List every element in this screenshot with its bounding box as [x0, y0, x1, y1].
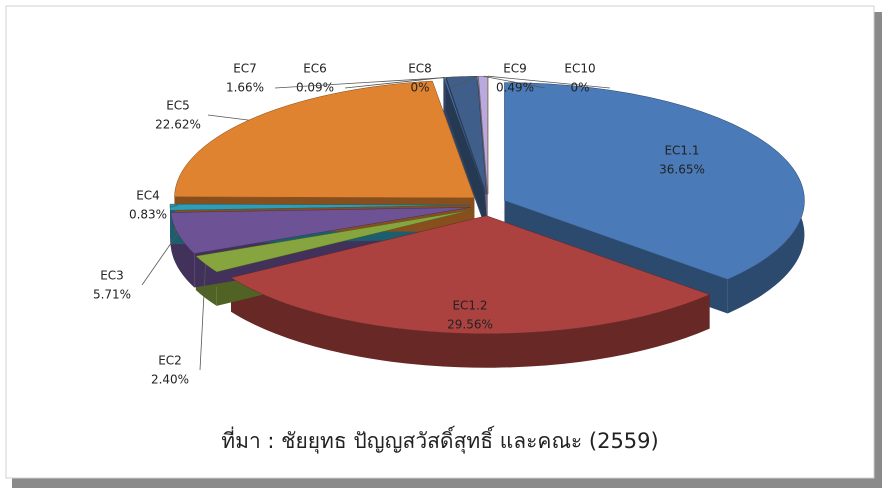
leader-line [207, 114, 249, 121]
leader-line [449, 75, 479, 89]
slice-wall [446, 76, 487, 229]
slice-value: 2.40% [151, 373, 189, 387]
slice-value: 29.56% [447, 318, 493, 332]
slice-label: EC4 [136, 189, 160, 203]
slice [504, 82, 805, 280]
slice-value: 0.09% [296, 81, 334, 95]
slice-label: EC1.1 [664, 144, 699, 158]
slice-label: EC7 [233, 62, 257, 76]
slice-value: 0% [570, 81, 589, 95]
leader-line [199, 264, 206, 371]
slice-value: 22.62% [155, 118, 201, 132]
tops [169, 75, 805, 334]
leader-line [483, 75, 546, 89]
slice-value: 0.49% [496, 81, 534, 95]
caption: ที่มา : ชัยยุทธ ปัญญสวัสดิ์สุทธิ์ และคณะ… [221, 425, 658, 454]
slice-label: EC8 [408, 62, 432, 76]
slice-label: EC9 [503, 62, 527, 76]
slice-side [231, 277, 710, 368]
slice [174, 80, 475, 199]
leader-line [274, 76, 462, 89]
slice-value: 5.71% [93, 288, 131, 302]
slice-value: 0% [410, 81, 429, 95]
slice-label: EC5 [166, 99, 190, 113]
slice [230, 215, 711, 334]
leader-line [169, 204, 179, 208]
slice-label: EC1.2 [452, 299, 487, 313]
slice-label: EC3 [100, 269, 124, 283]
slice-value: 1.66% [226, 81, 264, 95]
slice-label: EC2 [158, 354, 182, 368]
slice-label: EC10 [564, 62, 595, 76]
slice-value: 36.65% [659, 163, 705, 177]
slice-label: EC6 [303, 62, 327, 76]
leader-line [487, 75, 611, 89]
leader-line [344, 77, 445, 89]
leader-line [141, 233, 179, 286]
labels: EC1.1 36.65% EC1.2 29.56% EC2 2.40% EC3 5.71% EC… [93, 62, 705, 387]
slice-value: 0.83% [129, 208, 167, 222]
